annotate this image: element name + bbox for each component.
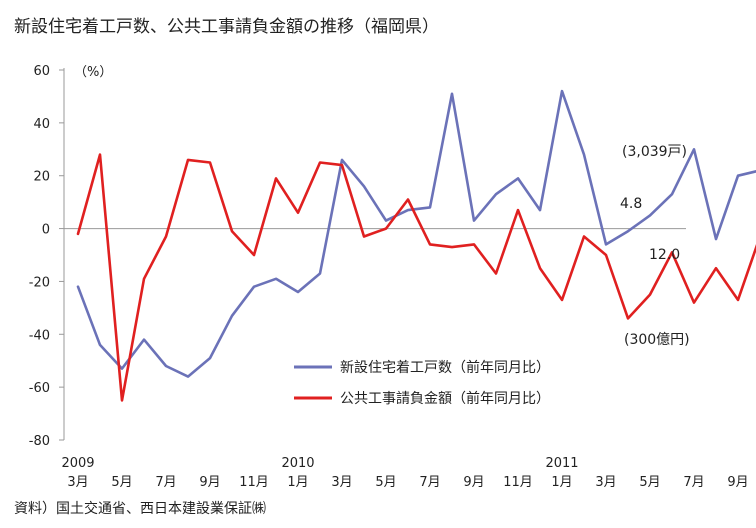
series-line-1 [76,153,756,402]
axes: 60 40 20 0 -20 -40 -60 -80 3月 5月 7月 9月 11月 1月 3月 5月 7月 9月… [29,64,749,490]
x-tick-label: 9月 [463,475,484,490]
y-tick-label: -20 [29,275,50,290]
y-tick-label: -60 [29,381,50,396]
series-line-0 [76,89,756,378]
x-tick-label: 1月 [551,475,572,490]
x-tick-label: 9月 [727,475,748,490]
x-tick-label: 1月 [287,475,308,490]
x-tick-label: 11月 [239,475,269,490]
annotation-public-value: 12.0 [649,247,680,263]
year-label: 2010 [281,456,314,471]
x-tick-label: 9月 [199,475,220,490]
annotation-housing-value: 4.8 [620,196,642,212]
y-axis-unit: （%） [74,65,112,80]
legend-label-housing: 新設住宅着工戸数（前年同月比） [340,359,550,376]
x-tick-label: 7月 [155,475,176,490]
x-tick-label: 3月 [67,475,88,490]
y-tick-label: 40 [33,117,50,132]
x-tick-label: 3月 [595,475,616,490]
y-tick-label: 20 [33,170,50,185]
chart-title: 新設住宅着工戸数、公共工事請負金額の推移（福岡県） [14,17,439,37]
x-tick-label: 11月 [503,475,533,490]
year-label: 2009 [61,456,94,471]
year-label: 2011 [545,456,578,471]
x-tick-label: 7月 [683,475,704,490]
annotations: (3,039戸) 4.8 12.0 (300億円) [620,144,690,348]
legend: 新設住宅着工戸数（前年同月比） 公共工事請負金額（前年同月比） [294,359,550,407]
annotation-public-units: (300億円) [624,332,690,348]
y-tick-label: -80 [29,434,50,449]
x-tick-label: 5月 [639,475,660,490]
series-layer [76,89,756,402]
x-tick-label: 5月 [375,475,396,490]
annotation-housing-units: (3,039戸) [622,144,687,160]
y-tick-label: 0 [42,223,50,238]
x-tick-label: 3月 [331,475,352,490]
x-tick-label: 5月 [111,475,132,490]
legend-label-public: 公共工事請負金額（前年同月比） [340,390,550,407]
source-note: 資料）国土交通省、西日本建設業保証㈱ [14,500,266,517]
y-tick-label: 60 [33,64,50,79]
y-tick-label: -40 [29,328,50,343]
x-tick-label: 7月 [419,475,440,490]
